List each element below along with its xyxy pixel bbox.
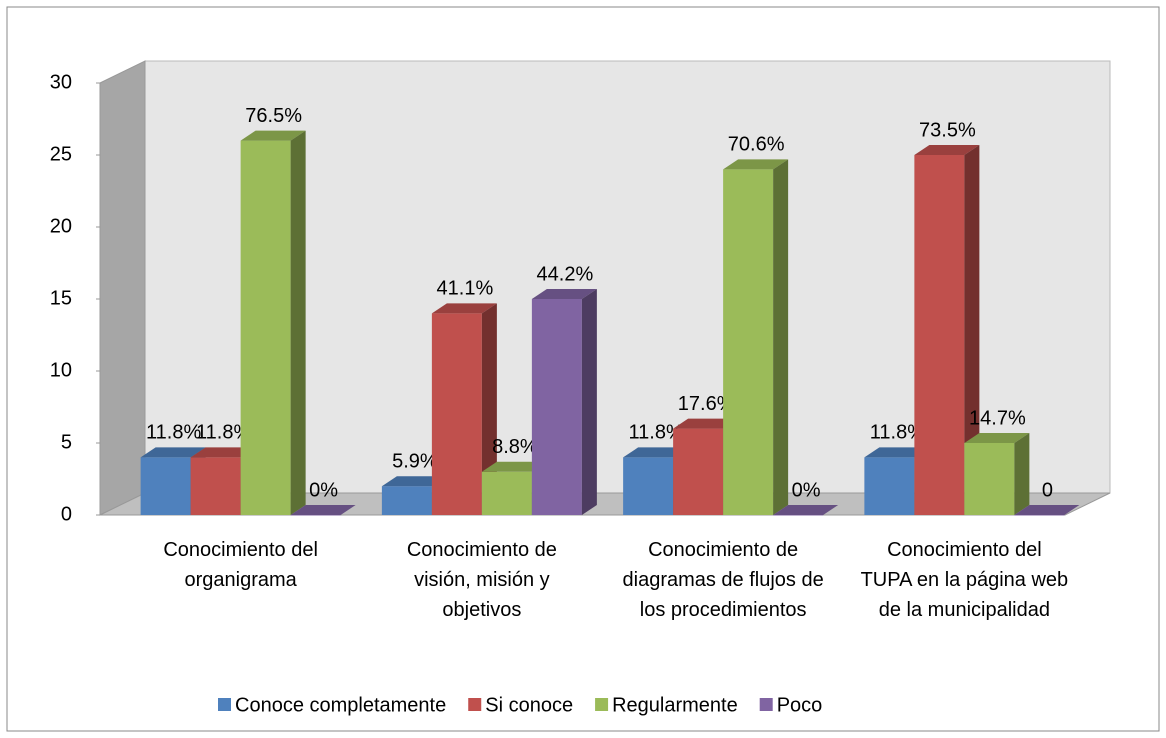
legend-label: Si conoce	[485, 694, 573, 716]
legend-swatch	[218, 698, 231, 711]
data-label: 70.6%	[728, 134, 785, 156]
data-label: 5.9%	[392, 450, 438, 472]
bar-face	[290, 515, 341, 516]
y-tick-label: 0	[61, 503, 72, 525]
y-tick-label: 20	[50, 215, 72, 237]
bar-face	[140, 457, 191, 515]
bar-face	[190, 457, 241, 515]
bar-face	[431, 303, 497, 314]
y-tick-label: 15	[50, 287, 72, 309]
bar-face	[290, 505, 356, 515]
data-label: 44.2%	[537, 263, 594, 285]
y-tick-label: 5	[61, 431, 72, 453]
data-label: 76.5%	[245, 105, 302, 127]
bar-face	[773, 159, 789, 515]
bar-face	[914, 145, 980, 155]
bar	[914, 145, 980, 515]
bar-face	[531, 289, 597, 299]
data-label: 0	[1042, 479, 1053, 501]
bar-face	[914, 155, 965, 515]
legend-label: Regularmente	[612, 694, 738, 716]
legend-swatch	[595, 698, 609, 711]
bar	[964, 433, 1030, 515]
bar-face	[531, 299, 582, 515]
legend-label: Poco	[777, 694, 823, 716]
data-label: 73.5%	[919, 119, 976, 141]
data-label: 11.8%	[196, 422, 251, 444]
bar-face	[673, 418, 739, 429]
x-tick-label: Conocimiento del TUPA en la página web d…	[860, 539, 1069, 621]
y-tick-label: 30	[50, 71, 72, 93]
bar-face	[1014, 433, 1030, 515]
x-tick-label: Conocimiento de diagramas de flujos de l…	[622, 539, 824, 621]
bar-face	[240, 140, 291, 515]
bar	[431, 303, 497, 515]
data-label: 11.8%	[146, 422, 201, 444]
bar-face	[964, 433, 1030, 443]
x-tick-label: Conocimiento del organigrama	[163, 539, 318, 591]
y-tick-label: 25	[50, 143, 72, 165]
bar-face	[381, 476, 447, 487]
bar-face	[481, 461, 547, 472]
data-label: 0%	[792, 479, 821, 501]
bar	[290, 505, 356, 516]
bar	[531, 289, 597, 515]
legend-swatch	[468, 698, 482, 711]
data-label: 17.6%	[678, 393, 735, 415]
bar-face	[190, 447, 256, 458]
x-tick-label: Conocimiento de visión, misión y objetiv…	[406, 539, 557, 621]
bar-face	[1014, 515, 1065, 516]
bar-face	[773, 505, 839, 515]
side-wall	[99, 60, 146, 516]
bar-face	[481, 303, 497, 515]
bar-face	[1014, 505, 1080, 515]
data-label: 41.1%	[437, 278, 494, 300]
bar-face	[623, 447, 689, 458]
y-tick-label: 10	[50, 359, 72, 381]
bar-face	[673, 428, 724, 515]
bar-face	[381, 486, 432, 515]
bar-face	[481, 471, 532, 515]
data-label: 11.8%	[629, 422, 684, 444]
bar	[773, 505, 839, 516]
bar	[723, 159, 789, 515]
bar-face	[723, 169, 774, 515]
bar-face	[964, 443, 1015, 515]
chart-border	[6, 6, 1160, 732]
bar-face	[623, 457, 674, 515]
bar	[240, 130, 306, 515]
bar-face	[140, 447, 206, 458]
bar-face	[773, 515, 824, 516]
legend-label: Conoce completamente	[235, 694, 446, 716]
data-label: 8.8%	[492, 436, 538, 458]
bar-face	[240, 130, 306, 141]
bar-face	[864, 457, 915, 515]
data-label: 11.8%	[870, 422, 925, 444]
bar-face	[723, 159, 789, 170]
data-label: 0%	[309, 479, 338, 501]
bar-face	[290, 130, 306, 515]
bar-face	[581, 289, 597, 515]
bar-face	[431, 313, 482, 515]
bar-face	[864, 447, 930, 458]
bar	[1014, 505, 1080, 516]
legend-swatch	[759, 698, 773, 711]
data-label: 14.7%	[969, 407, 1026, 429]
bar-face	[964, 145, 980, 515]
